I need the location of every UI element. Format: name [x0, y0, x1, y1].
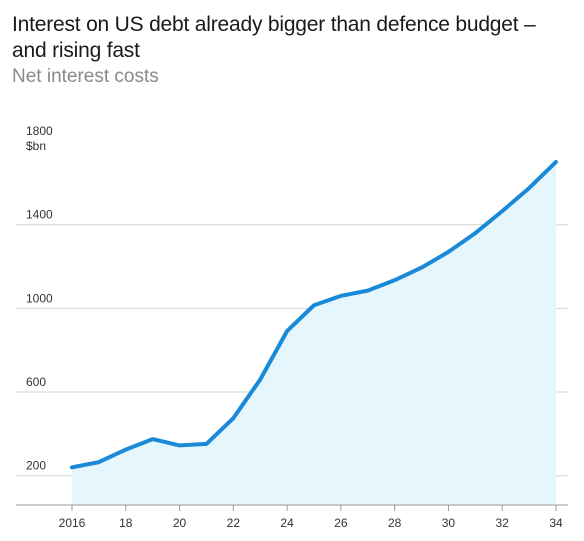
x-tick-label-2018: 18 [119, 516, 133, 530]
y-tick-label-200: 200 [26, 459, 46, 473]
y-tick-label-1000: 1000 [26, 291, 53, 305]
x-tick-label-2030: 30 [442, 516, 456, 530]
y-tick-label-600: 600 [26, 375, 46, 389]
x-tick-label-2016: 2016 [59, 516, 86, 530]
x-tick-label-2032: 32 [496, 516, 510, 530]
x-tick-label-2024: 24 [280, 516, 294, 530]
series-area [72, 161, 556, 505]
chart-title: Interest on US debt already bigger than … [12, 13, 536, 62]
x-tick-label-2034: 34 [549, 516, 563, 530]
chart-subtitle: Net interest costs [12, 66, 159, 87]
x-tick-label-2022: 22 [227, 516, 241, 530]
series-line [70, 159, 558, 470]
y-unit-label: $bn [26, 139, 46, 153]
x-tick-label-2026: 26 [334, 516, 348, 530]
x-tick-label-2020: 20 [173, 516, 187, 530]
x-tick-label-2028: 28 [388, 516, 402, 530]
y-tick-label-1800: 1800 [26, 124, 53, 138]
y-tick-label-1400: 1400 [26, 208, 53, 222]
